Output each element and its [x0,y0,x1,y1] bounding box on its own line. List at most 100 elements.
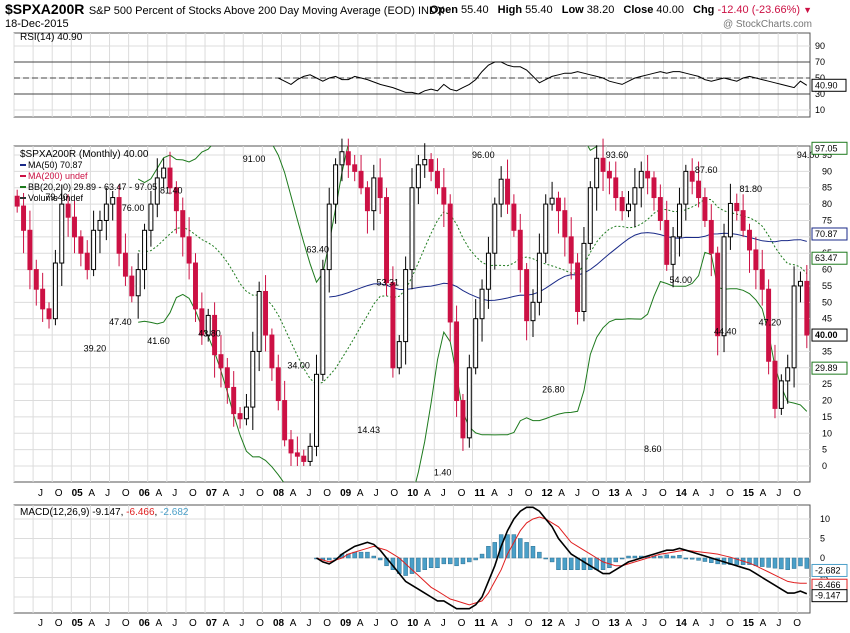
chart-date: 18-Dec-2015 [5,18,69,30]
candle-down [568,236,574,264]
rsi-line [278,61,808,95]
price-x-label: A [357,488,364,499]
macd-line [316,506,808,610]
price-x-label: 12 [541,488,553,499]
macd-x-label: A [424,618,431,629]
price-x-label: J [374,488,379,499]
candle-down [657,197,663,221]
macd-histogram-bar [486,546,491,559]
candle-up [638,170,644,189]
macd-x-label: O [659,618,667,629]
price-x-label: A [760,488,767,499]
price-tick-label: 60 [822,265,832,275]
price-value-tag-box [811,361,848,375]
macd-x-label: 08 [273,618,285,629]
candle-up [97,219,103,231]
candle-up [466,367,472,439]
candle-down [645,170,651,179]
macd-x-label: J [105,618,110,629]
candle-down [715,252,721,337]
macd-x-label: J [642,618,647,629]
macd-x-label: J [239,618,244,629]
candle-up [110,197,116,205]
price-x-label: A [491,488,498,499]
macd-x-label: 12 [541,618,553,629]
candle-down [562,210,568,238]
macd-histogram-bar [409,557,415,574]
price-tick-label: 80 [822,199,832,209]
macd-x-label: A [625,618,632,629]
candle-down [524,269,530,322]
price-point-label: 8.60 [644,444,662,454]
macd-histogram-bar [454,557,459,567]
candle-down [224,367,230,388]
macd-histogram-bar [747,557,752,565]
macd-histogram-bar [785,557,790,570]
candle-down [575,262,581,312]
candle-down [21,205,27,231]
price-tick-label: 45 [822,314,832,324]
macd-tick-label: -5 [820,573,828,583]
candle-up [142,229,148,271]
price-tick-label: 20 [822,396,832,406]
candle-down [275,367,281,402]
macd-histogram-bar [447,557,453,565]
macd-histogram-bar [428,557,434,568]
candle-up [543,203,549,254]
candle-up [326,203,332,271]
macd-x-label: A [760,618,767,629]
price-x-label: O [55,488,63,499]
high-label: High [497,4,523,16]
price-point-label: 81.40 [160,186,183,196]
candle-up [479,288,485,320]
candle-down [358,170,364,189]
legend-entry-ma50: MA(50) 70.87 [28,160,83,170]
macd-histogram-bar [524,542,529,559]
price-x-label: J [642,488,647,499]
macd-tick-label: 0 [820,553,825,563]
macd-histogram-bar [696,557,701,561]
macd-x-label: O [458,618,466,629]
rsi-tick-label: 70 [815,57,825,67]
price-point-label: 87.60 [695,165,718,175]
macd-histogram-bar [543,557,548,560]
candle-up [339,151,345,166]
candle-down [600,157,606,172]
price-point-label: 41.60 [147,336,170,346]
price-tick-label: 90 [822,166,832,176]
candle-up [205,314,211,336]
macd-x-label: O [55,618,63,629]
price-point-label: 54.00 [669,275,692,285]
candle-down [14,195,20,207]
candle-up [320,269,326,375]
rsi-tick-label: 30 [815,89,825,99]
macd-x-label: 13 [609,618,621,629]
price-x-label: A [155,488,162,499]
macd-histogram-bar [588,557,593,570]
candle-down [434,170,440,189]
candle-up [396,341,402,369]
candle-down [390,282,396,369]
candle-down [613,177,619,199]
chart-header: $SPXA200R S&P 500 Percent of Stocks Abov… [5,1,444,19]
macd-histogram-bar [492,542,498,559]
legend-entry-bb: BB(20,2.0) 29.89 - 63.47 - 97.05 [28,182,157,192]
price-tick-label: 55 [822,281,832,291]
price-tick-label: 25 [822,379,832,389]
rsi-legend: RSI(14) 40.90 [20,32,83,43]
ma50-line [329,232,807,302]
macd-histogram-bar [371,555,377,559]
close-label: Close [623,4,654,16]
macd-histogram-bar [467,557,472,563]
candle-down [294,452,300,457]
macd-x-label: O [525,618,533,629]
candle-down [734,202,740,212]
candle-up [91,229,97,271]
macd-histogram-bar [632,555,638,559]
price-tick-label: 95 [822,150,832,160]
price-point-label: 34.00 [287,361,310,371]
price-x-label: J [239,488,244,499]
candle-up [371,177,377,212]
macd-x-label: O [390,618,398,629]
symbol-title: $SPXA200R [5,1,85,17]
